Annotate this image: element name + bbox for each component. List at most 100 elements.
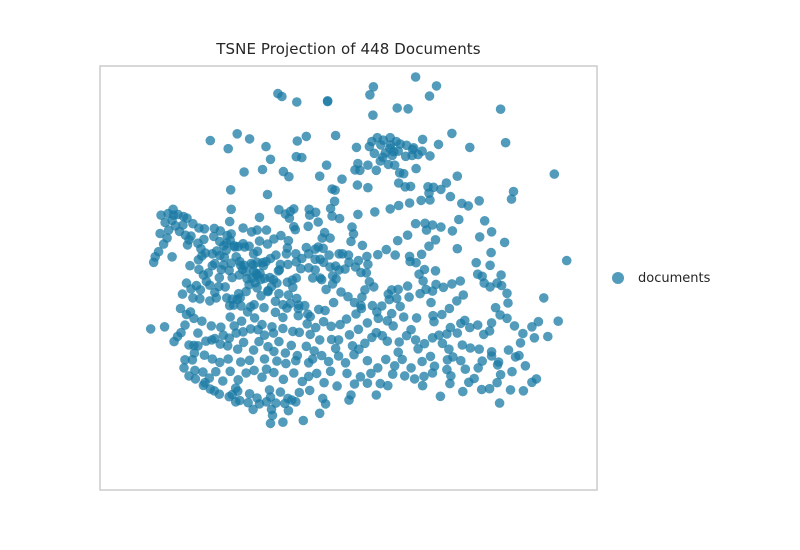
scatter-point bbox=[502, 313, 512, 324]
scatter-point bbox=[296, 263, 306, 274]
scatter-point bbox=[180, 355, 190, 365]
scatter-point bbox=[269, 346, 279, 357]
scatter-point bbox=[254, 336, 264, 347]
scatter-point bbox=[325, 203, 336, 214]
scatter-point bbox=[227, 294, 237, 305]
scatter-point bbox=[367, 136, 377, 147]
scatter-point bbox=[233, 375, 243, 385]
scatter-point bbox=[410, 218, 421, 229]
chart-title: TSNE Projection of 448 Documents bbox=[216, 40, 481, 58]
scatter-point bbox=[395, 301, 406, 312]
scatter-point bbox=[369, 282, 379, 292]
scatter-point bbox=[265, 154, 276, 165]
scatter-point bbox=[386, 308, 397, 319]
scatter-point bbox=[321, 284, 331, 295]
scatter-point bbox=[223, 143, 233, 154]
scatter-point bbox=[266, 404, 277, 415]
scatter-point bbox=[445, 378, 455, 389]
scatter-point bbox=[314, 171, 325, 181]
scatter-point bbox=[437, 309, 447, 320]
scatter-point bbox=[399, 371, 410, 381]
scatter-point bbox=[539, 293, 549, 303]
scatter-point bbox=[303, 358, 314, 368]
scatter-point bbox=[553, 316, 563, 327]
scatter-point bbox=[319, 377, 329, 388]
scatter-point bbox=[301, 341, 312, 352]
scatter-point bbox=[241, 368, 251, 378]
scatter-point bbox=[265, 418, 276, 429]
scatter-point bbox=[398, 168, 409, 179]
scatter-point bbox=[484, 326, 495, 336]
scatter-point bbox=[323, 356, 334, 367]
scatter-point bbox=[169, 336, 179, 347]
scatter-point bbox=[261, 225, 272, 235]
scatter-point bbox=[304, 385, 315, 396]
scatter-point bbox=[327, 271, 338, 281]
scatter-point bbox=[337, 249, 348, 259]
scatter-point bbox=[286, 340, 297, 351]
scatter-point bbox=[229, 321, 239, 331]
scatter-point bbox=[398, 312, 409, 322]
scatter-point bbox=[186, 284, 196, 294]
scatter-point bbox=[402, 281, 413, 291]
scatter-point bbox=[195, 294, 205, 304]
scatter-point bbox=[235, 357, 246, 367]
scatter-point bbox=[506, 194, 517, 204]
scatter-point bbox=[249, 313, 260, 323]
scatter-point bbox=[181, 309, 192, 320]
scatter-point bbox=[417, 380, 428, 391]
scatter-point bbox=[502, 288, 512, 299]
scatter-point bbox=[365, 90, 375, 100]
scatter-point bbox=[239, 242, 250, 252]
scatter-point bbox=[316, 350, 327, 361]
scatter-point bbox=[409, 374, 420, 384]
scatter-point bbox=[158, 239, 169, 249]
scatter-point bbox=[474, 196, 485, 206]
scatter-point bbox=[224, 333, 234, 344]
scatter-point bbox=[180, 320, 190, 330]
scatter-point bbox=[214, 272, 225, 283]
scatter-point bbox=[344, 330, 355, 340]
scatter-point bbox=[373, 363, 383, 373]
scatter-point bbox=[362, 355, 373, 366]
scatter-point bbox=[424, 241, 434, 251]
scatter-point bbox=[246, 227, 257, 237]
scatter-point bbox=[431, 81, 442, 91]
scatter-point bbox=[363, 259, 373, 270]
scatter-point bbox=[452, 171, 463, 181]
scatter-point bbox=[305, 329, 316, 340]
scatter-point bbox=[520, 361, 531, 371]
scatter-point bbox=[529, 333, 540, 343]
scatter-point bbox=[393, 200, 404, 211]
scatter-point bbox=[253, 324, 263, 335]
scatter-point bbox=[274, 204, 284, 215]
scatter-point bbox=[278, 323, 288, 334]
scatter-point bbox=[303, 221, 314, 232]
scatter-point bbox=[452, 296, 462, 306]
scatter-point bbox=[326, 334, 337, 345]
scatter-point bbox=[486, 247, 496, 258]
scatter-point bbox=[274, 336, 284, 347]
scatter-point bbox=[518, 386, 529, 396]
scatter-point bbox=[357, 292, 367, 302]
scatter-point bbox=[456, 355, 466, 366]
scatter-point bbox=[190, 374, 201, 384]
scatter-point bbox=[216, 322, 226, 333]
scatter-point bbox=[381, 244, 392, 255]
scatter-point bbox=[472, 320, 483, 330]
scatter-point bbox=[261, 141, 271, 152]
scatter-point bbox=[193, 328, 203, 338]
scatter-point bbox=[492, 377, 502, 388]
scatter-point bbox=[243, 397, 253, 408]
scatter-point bbox=[330, 130, 341, 141]
scatter-point bbox=[199, 350, 210, 361]
scatter-point bbox=[227, 389, 237, 400]
scatter-point bbox=[210, 287, 220, 298]
scatter-point bbox=[311, 368, 322, 379]
scatter-point bbox=[425, 151, 435, 161]
scatter-point bbox=[390, 250, 401, 260]
scatter-point bbox=[411, 163, 421, 174]
scatter-point bbox=[346, 236, 356, 247]
scatter-point bbox=[493, 357, 504, 367]
